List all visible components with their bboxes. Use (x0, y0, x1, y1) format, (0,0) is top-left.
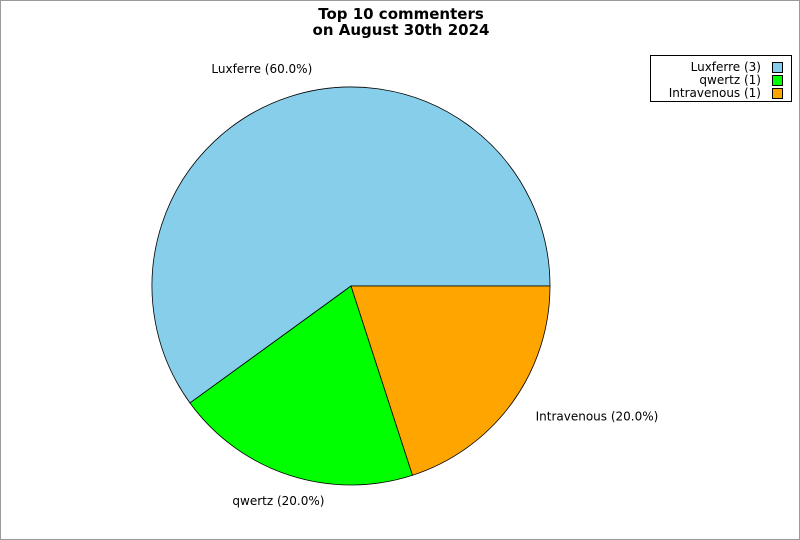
pie-label-2: Intravenous (20.0%) (536, 410, 659, 424)
legend-swatch-1 (772, 74, 783, 86)
chart-title-line-1: Top 10 commenters (318, 5, 484, 23)
pie-label-1: qwertz (20.0%) (232, 494, 324, 508)
legend-swatch-0 (772, 61, 783, 73)
chart-title-line-2: on August 30th 2024 (312, 21, 490, 39)
legend-label-2: Intravenous (1) (668, 86, 761, 100)
chart-title: Top 10 commenters on August 30th 2024 (1, 5, 799, 39)
chart-legend: Luxferre (3) qwertz (1) Intravenous (1) (650, 55, 792, 102)
pie-slice-2 (350, 285, 551, 476)
legend-item-2: Intravenous (1) (669, 86, 783, 100)
legend-label-0: Luxferre (3) (690, 60, 761, 74)
legend-swatch-2 (772, 87, 783, 99)
legend-label-1: qwertz (1) (699, 73, 761, 87)
legend-item-0: Luxferre (3) (691, 60, 783, 74)
pie-slice-1 (189, 285, 413, 486)
pie-label-0: Luxferre (60.0%) (211, 62, 312, 76)
pie-slice-0 (151, 86, 551, 404)
legend-item-1: qwertz (1) (699, 73, 783, 87)
